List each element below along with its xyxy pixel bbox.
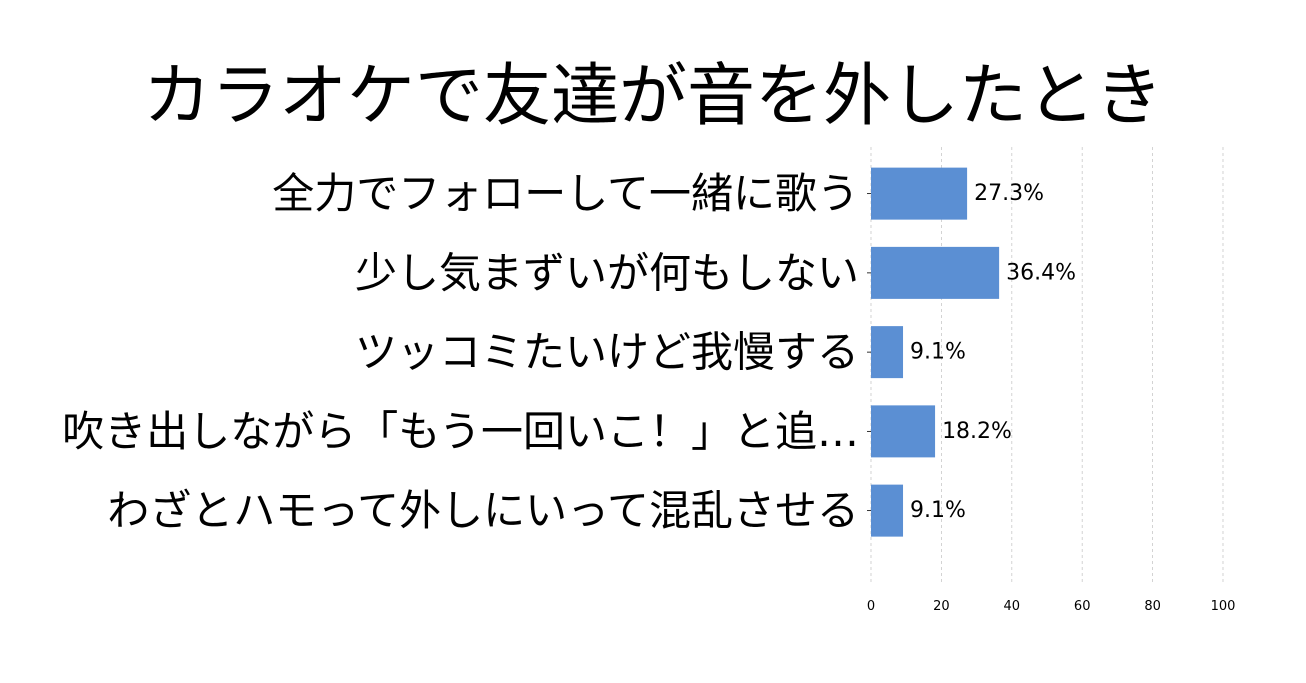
bars	[871, 167, 1000, 537]
bar	[871, 246, 1000, 299]
value-label: 36.4%	[1006, 260, 1076, 285]
x-tick-label: 100	[1211, 599, 1236, 614]
labels: 0 20 40 60 80 100 全力でフォローして一緒に歌う 27.3% 少し気まずいが何も…	[62, 169, 1235, 614]
x-tick-label: 0	[867, 599, 875, 614]
category-label: 全力でフォローして一緒に歌う	[272, 169, 859, 218]
x-tick-label: 40	[1004, 599, 1021, 614]
chart-title: カラオケで友達が音を外したとき	[142, 57, 1163, 136]
value-label: 27.3%	[974, 181, 1044, 206]
value-label: 9.1%	[910, 340, 966, 365]
category-label: ツッコミたいけど我慢する	[355, 328, 859, 377]
category-label: わざとハモって外しにいって混乱させる	[107, 486, 859, 535]
bar	[871, 484, 904, 537]
x-tick-label: 60	[1074, 599, 1091, 614]
bar	[871, 326, 904, 379]
value-label: 9.1%	[910, 498, 966, 523]
category-label: 少し気まずいが何もしない	[355, 248, 859, 297]
bar	[871, 405, 936, 458]
category-label: 吹き出しながら「もう一回いこ！」と追…	[62, 407, 859, 456]
value-label: 18.2%	[942, 419, 1012, 444]
grid-lines	[867, 147, 1224, 585]
bar	[871, 167, 968, 220]
x-tick-label: 80	[1144, 599, 1161, 614]
x-tick-label: 20	[933, 599, 950, 614]
